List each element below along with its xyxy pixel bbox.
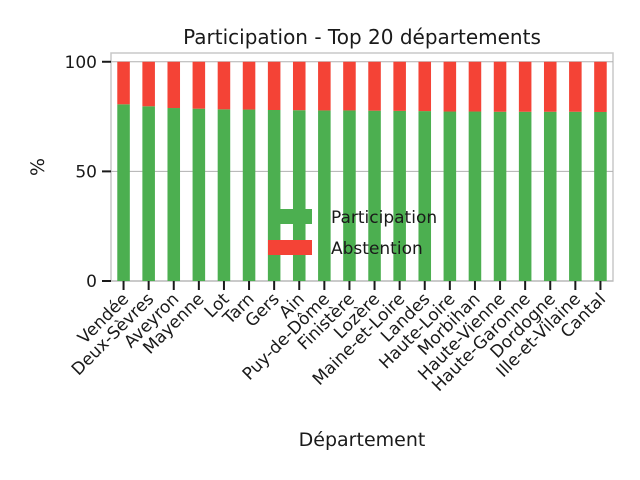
bar-participation-14 [468, 111, 482, 282]
bar-participation-1 [142, 106, 155, 282]
legend-label-participation: Participation [331, 208, 437, 228]
bar-participation-3 [192, 108, 206, 281]
bar-abstention-17 [543, 61, 557, 112]
bar-abstention-5 [242, 61, 256, 110]
bar-participation-13 [443, 111, 457, 282]
legend: Participation Abstention [268, 208, 437, 259]
bar-participation-19 [594, 111, 607, 281]
bar-abstention-11 [393, 61, 406, 111]
bar-abstention-16 [518, 61, 532, 112]
bar-abstention-9 [343, 61, 356, 111]
bar-participation-16 [518, 111, 532, 281]
y-axis-label: % [27, 158, 49, 176]
bar-abstention-12 [418, 61, 432, 112]
bar-abstention-3 [192, 61, 206, 109]
x-ticks: VendéeDeux-SèvresAveyronMayenneLotTarnGe… [68, 281, 610, 396]
bar-participation-7 [292, 110, 306, 281]
bar-abstention-19 [594, 61, 607, 112]
bar-abstention-6 [267, 61, 281, 110]
bar-participation-8 [318, 110, 331, 281]
y-tick-label-50: 50 [75, 162, 97, 182]
bar-participation-11 [393, 110, 406, 281]
bar-abstention-0 [117, 61, 130, 105]
bar-participation-18 [569, 111, 582, 281]
bar-abstention-7 [292, 61, 306, 111]
x-axis-label: Département [299, 429, 426, 451]
bar-abstention-13 [443, 61, 457, 112]
bar-participation-17 [543, 111, 557, 281]
y-ticks: 0 50 100 [65, 53, 111, 292]
bar-participation-6 [267, 110, 281, 281]
bar-abstention-1 [142, 61, 155, 107]
bar-abstention-14 [468, 61, 482, 112]
bars [117, 61, 607, 282]
bar-abstention-2 [167, 61, 181, 109]
bar-participation-2 [167, 108, 181, 282]
y-tick-label-0: 0 [86, 272, 97, 292]
bar-abstention-10 [368, 61, 381, 111]
bar-participation-9 [343, 110, 356, 281]
bar-participation-15 [493, 111, 507, 281]
bar-participation-0 [117, 104, 130, 281]
bar-participation-10 [368, 110, 381, 282]
chart-title: Participation - Top 20 départements [183, 25, 541, 49]
bar-abstention-15 [493, 61, 507, 112]
bar-participation-4 [217, 109, 231, 281]
legend-swatch-participation [268, 209, 312, 224]
bar-participation-12 [418, 111, 432, 281]
legend-swatch-abstention [268, 240, 312, 255]
bar-abstention-8 [318, 61, 331, 111]
legend-label-abstention: Abstention [331, 239, 423, 259]
bar-participation-5 [242, 109, 256, 281]
bar-abstention-4 [217, 61, 231, 110]
bar-abstention-18 [569, 61, 582, 112]
y-tick-label-100: 100 [65, 53, 97, 73]
